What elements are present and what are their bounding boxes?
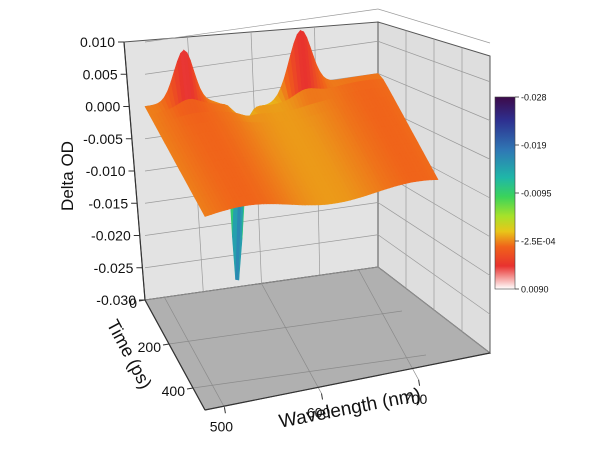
x-tick-label: 700	[404, 391, 428, 407]
z-tick-label: 0.000	[85, 99, 120, 115]
x-tick-label: 600	[307, 405, 331, 421]
y-tick-label: 400	[162, 383, 186, 399]
z-grid-line	[144, 202, 379, 236]
z-tick-label: 0.005	[83, 66, 118, 82]
z-tick-label: -0.020	[91, 228, 131, 244]
y-tick-mark	[138, 299, 146, 302]
floor-grid-line	[192, 354, 427, 389]
y-tick-mark	[162, 343, 170, 346]
x-axis-line	[204, 352, 491, 411]
floor-grid-line	[144, 266, 379, 301]
surface-patch	[429, 170, 439, 181]
z-tick-label: -0.030	[96, 292, 136, 308]
x-tick-mark	[321, 393, 323, 400]
colorbar-tick-label: 0.0090	[521, 285, 549, 295]
z-grid-line	[144, 8, 379, 43]
colorbar	[494, 96, 516, 290]
z-tick-label: -0.015	[88, 195, 128, 211]
z-tick-label: -0.005	[83, 131, 123, 147]
z-grid-line	[144, 234, 379, 269]
delta-od-surface	[144, 29, 439, 281]
colorbar-tick-label: -0.0095	[521, 189, 552, 199]
z-axis-label: Delta OD	[58, 141, 77, 211]
z-grid-line-right	[377, 8, 491, 44]
y-tick-mark	[186, 387, 194, 390]
floor-grid-line	[261, 283, 322, 394]
colorbar-ticks: -0.028 -0.019 -0.0095 -2.5E-04 0.0090	[515, 93, 556, 295]
x-tick-mark	[418, 379, 421, 386]
y-tick-label: 0	[129, 295, 137, 311]
z-tick-label: 0.010	[80, 34, 115, 50]
colorbar-tick-label: -0.019	[521, 141, 547, 151]
y-tick-label: 200	[138, 339, 162, 355]
floor-grid-line	[168, 310, 403, 345]
z-tick-label: -0.025	[94, 260, 134, 276]
floor-grid-line	[358, 269, 419, 380]
colorbar-tick-label: -2.5E-04	[521, 237, 556, 247]
z-axis-ticks: 0.010 0.005 0.000 -0.005 -0.010 -0.015 -0.020 -…	[80, 34, 145, 308]
y-axis-ticks: 0 200 400	[129, 295, 194, 399]
x-axis-ticks: 500 600 700	[210, 379, 428, 434]
x-tick-label: 500	[210, 418, 234, 434]
x-tick-mark	[223, 407, 226, 414]
z-tick-label: -0.010	[86, 163, 126, 179]
y-axis-line	[144, 299, 206, 411]
colorbar-tick-label: -0.028	[521, 93, 547, 103]
floor-grid-line	[164, 297, 225, 408]
